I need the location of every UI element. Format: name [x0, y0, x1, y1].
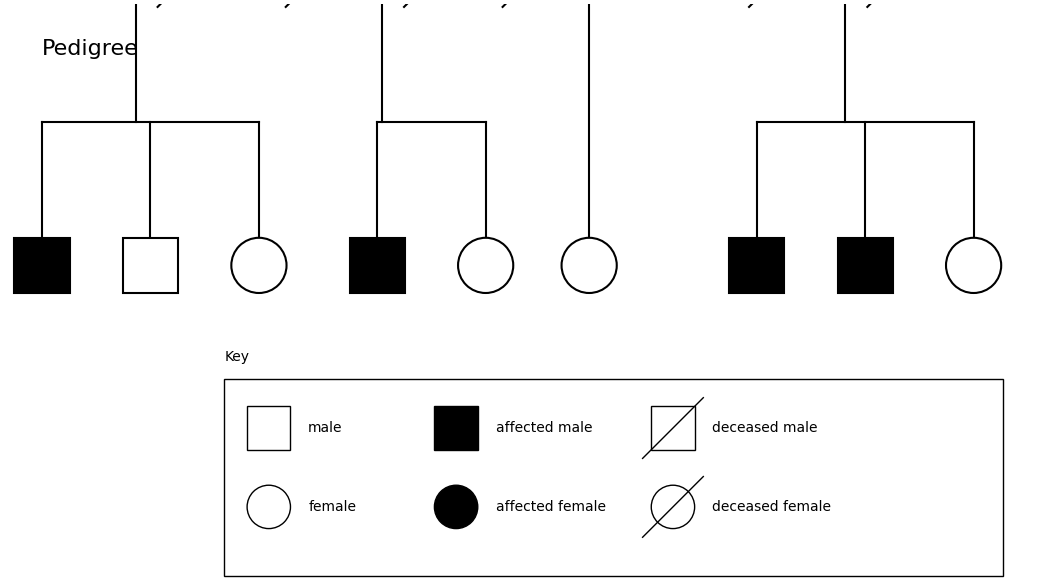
Bar: [224, 378, 1004, 576]
Bar: [123, 238, 178, 293]
Circle shape: [247, 485, 291, 529]
Circle shape: [651, 485, 695, 529]
Circle shape: [232, 238, 287, 293]
Bar: [651, 407, 695, 450]
Circle shape: [458, 238, 513, 293]
Bar: [15, 238, 70, 293]
Text: female: female: [308, 500, 356, 514]
Bar: [434, 407, 478, 450]
Circle shape: [562, 238, 617, 293]
Bar: [349, 238, 405, 293]
Text: deceased female: deceased female: [713, 500, 832, 514]
Text: affected female: affected female: [496, 500, 605, 514]
Bar: [838, 238, 893, 293]
Bar: [730, 238, 785, 293]
Text: Pedigree: Pedigree: [42, 39, 139, 58]
Circle shape: [946, 238, 1001, 293]
Bar: [247, 407, 291, 450]
Circle shape: [434, 485, 478, 529]
Text: male: male: [308, 421, 343, 435]
Text: affected male: affected male: [496, 421, 592, 435]
Text: Key: Key: [224, 350, 250, 364]
Text: deceased male: deceased male: [713, 421, 818, 435]
